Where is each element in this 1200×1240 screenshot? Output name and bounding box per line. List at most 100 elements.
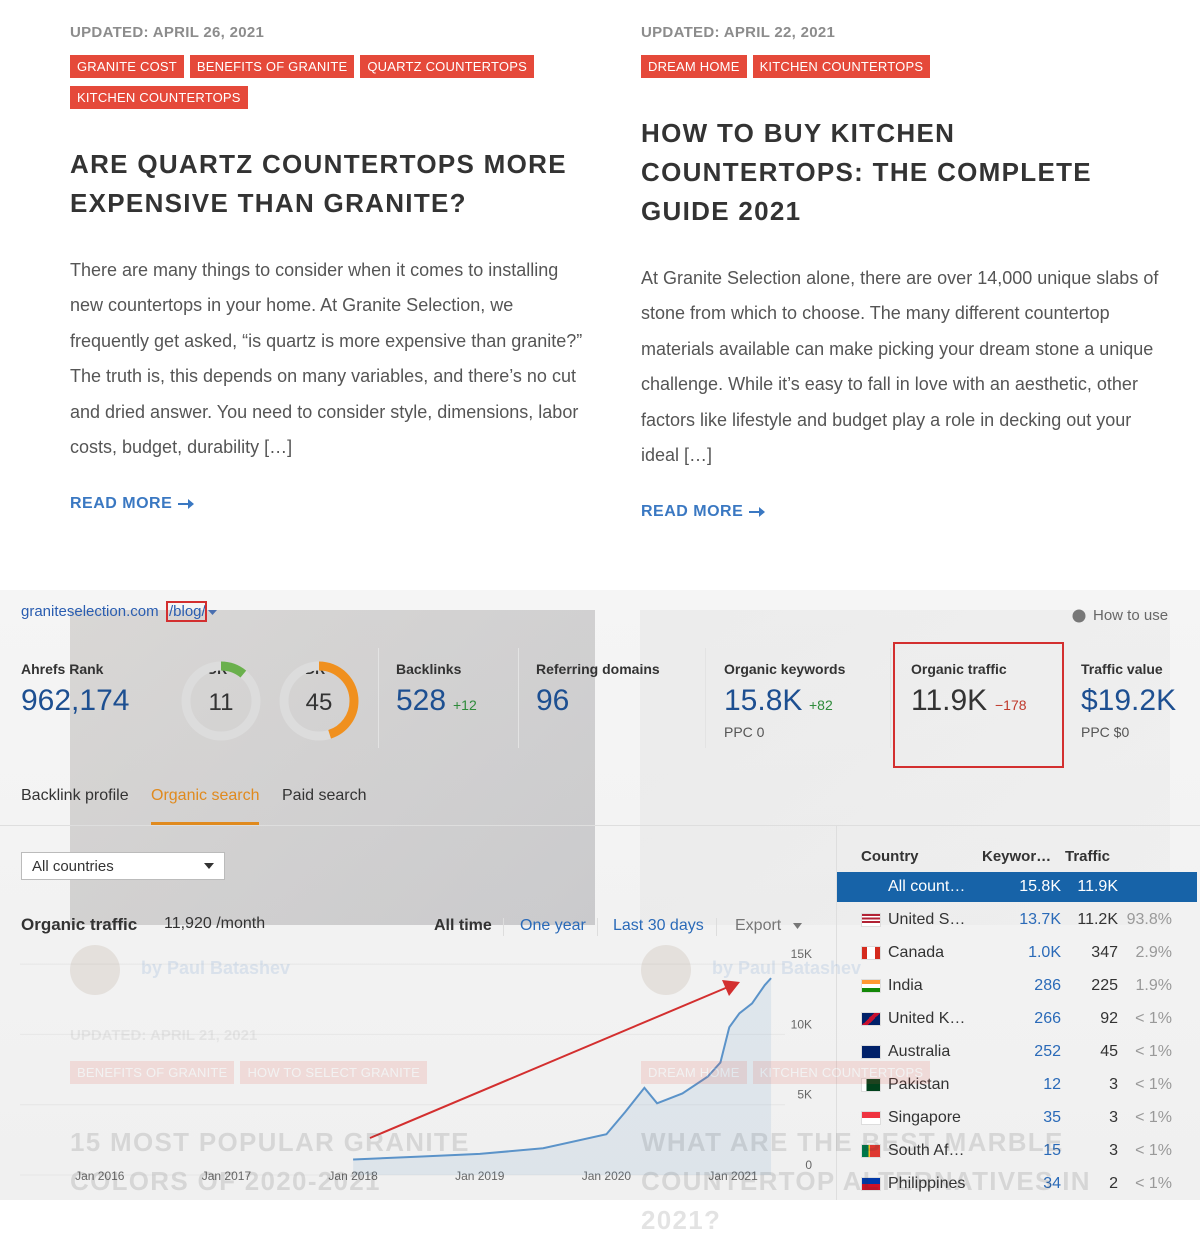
country-name: Philippines bbox=[888, 1175, 966, 1192]
post-card: UPDATED: APRIL 26, 2021 GRANITE COST BENEF… bbox=[70, 24, 605, 513]
country-row[interactable]: Canada 1.0K 347 2.9% bbox=[837, 938, 1197, 968]
country-row[interactable]: India 286 225 1.9% bbox=[837, 971, 1197, 1001]
how-to-use[interactable]: How to use bbox=[1072, 607, 1168, 624]
x-tick-label: Jan 2017 bbox=[202, 1169, 252, 1183]
metric-value: $19.2K bbox=[1081, 684, 1177, 717]
range-separator bbox=[597, 918, 598, 936]
gauge-arc bbox=[279, 661, 359, 741]
country-row[interactable]: South Af… 15 3 < 1% bbox=[837, 1136, 1197, 1166]
country-row[interactable]: Philippines 34 2 < 1% bbox=[837, 1169, 1197, 1199]
country-flag bbox=[861, 913, 881, 927]
url-path: /blog/ bbox=[169, 603, 206, 620]
tab[interactable]: Backlink profile bbox=[21, 787, 129, 804]
read-more-link[interactable]: READ MORE bbox=[70, 495, 605, 513]
country-row[interactable]: All count… 15.8K 11.9K bbox=[837, 872, 1197, 902]
x-tick-label: Jan 2021 bbox=[708, 1169, 758, 1183]
metric-value: 96 bbox=[536, 684, 570, 717]
country-traffic: 92 bbox=[1100, 1010, 1118, 1027]
x-tick-label: Jan 2016 bbox=[75, 1169, 125, 1183]
country-row[interactable]: Pakistan 12 3 < 1% bbox=[837, 1070, 1197, 1100]
country-traffic: 225 bbox=[1091, 977, 1118, 994]
country-flag bbox=[861, 1111, 881, 1125]
post-tag[interactable]: KITCHEN COUNTERTOPS bbox=[70, 86, 248, 109]
highlight-box bbox=[166, 601, 207, 622]
metric-value: 15.8K bbox=[724, 684, 803, 717]
country-traffic: 11.9K bbox=[1077, 878, 1118, 895]
post-tag[interactable]: DREAM HOME bbox=[641, 55, 747, 78]
metric-separator bbox=[705, 648, 706, 748]
metric-label: Traffic value bbox=[1081, 661, 1163, 677]
post-tags: GRANITE COST BENEFITS OF GRANITE QUARTZ CO… bbox=[70, 55, 540, 117]
range-button[interactable]: One year bbox=[520, 917, 586, 934]
country-share: 1.9% bbox=[1135, 977, 1172, 994]
country-traffic: 3 bbox=[1109, 1142, 1118, 1159]
country-keywords: 252 bbox=[1034, 1043, 1061, 1060]
country-flag bbox=[861, 1177, 881, 1191]
country-traffic: 3 bbox=[1109, 1076, 1118, 1093]
country-keywords: 15 bbox=[1043, 1142, 1061, 1159]
url-domain: graniteselection.com bbox=[21, 603, 159, 620]
metric-separator bbox=[890, 648, 891, 748]
country-row[interactable]: United S… 13.7K 11.2K 93.8% bbox=[837, 905, 1197, 935]
country-traffic: 11.2K bbox=[1077, 911, 1118, 928]
country-dropdown[interactable]: All countries bbox=[21, 852, 225, 880]
country-flag bbox=[861, 1045, 881, 1059]
post-tag[interactable]: QUARTZ COUNTERTOPS bbox=[360, 55, 534, 78]
metric-sub: PPC 0 bbox=[724, 724, 765, 740]
tab[interactable]: Paid search bbox=[282, 787, 367, 804]
country-keywords: 34 bbox=[1043, 1175, 1061, 1192]
country-traffic: 45 bbox=[1100, 1043, 1118, 1060]
x-tick-label: Jan 2019 bbox=[455, 1169, 505, 1183]
metric-label: Organic keywords bbox=[724, 661, 846, 677]
post-card: UPDATED: APRIL 22, 2021 DREAM HOME KITCHEN… bbox=[641, 24, 1176, 521]
gauge: 11 bbox=[181, 661, 261, 741]
tab-underline bbox=[151, 822, 259, 825]
y-tick-label: 10K bbox=[791, 1017, 812, 1031]
country-flag bbox=[861, 946, 881, 960]
read-more-link[interactable]: READ MORE bbox=[641, 503, 1176, 521]
country-share: < 1% bbox=[1135, 1010, 1172, 1027]
range-separator bbox=[716, 918, 717, 936]
country-flag bbox=[861, 979, 881, 993]
country-name: Australia bbox=[888, 1043, 951, 1060]
arrow-shape bbox=[178, 499, 195, 510]
caret-shape bbox=[204, 863, 214, 869]
country-row[interactable]: Australia 252 45 < 1% bbox=[837, 1037, 1197, 1067]
help-icon bbox=[1072, 609, 1086, 622]
how-to-use-text: How to use bbox=[1093, 607, 1169, 624]
country-flag bbox=[861, 1144, 881, 1158]
post-excerpt: At Granite Selection alone, there are ov… bbox=[641, 268, 1159, 466]
export-button[interactable]: Export bbox=[735, 917, 782, 934]
dropdown-text: All countries bbox=[32, 857, 114, 875]
country-keywords: 1.0K bbox=[1028, 944, 1061, 961]
country-share: 2.9% bbox=[1135, 944, 1172, 961]
country-row[interactable]: United K… 266 92 < 1% bbox=[837, 1004, 1197, 1034]
post-tag[interactable]: KITCHEN COUNTERTOPS bbox=[752, 55, 931, 78]
country-traffic: 2 bbox=[1109, 1175, 1118, 1192]
post-tag[interactable]: BENEFITS OF GRANITE bbox=[189, 55, 355, 78]
tab[interactable]: Organic search bbox=[151, 787, 260, 804]
country-name: Singapore bbox=[888, 1109, 961, 1126]
metric-change: +82 bbox=[809, 697, 833, 713]
traffic-chart: 0 5K 10K 15K Jan 2016 Jan 2017 Jan 2018 Jan 201… bbox=[20, 947, 812, 1183]
range-button[interactable]: All time bbox=[434, 917, 492, 934]
table-header: Keywor… bbox=[982, 848, 1052, 865]
y-tick-label: 15K bbox=[791, 947, 812, 961]
metric-separator bbox=[378, 648, 379, 748]
country-name: South Af… bbox=[888, 1142, 965, 1159]
metric-sub: PPC $0 bbox=[1081, 724, 1130, 740]
caret-shape bbox=[208, 610, 217, 615]
metric-separator bbox=[518, 648, 519, 748]
metric-label: Backlinks bbox=[396, 661, 462, 677]
x-tick-label: Jan 2020 bbox=[582, 1169, 632, 1183]
post-tag[interactable]: GRANITE COST bbox=[70, 55, 184, 78]
post-tags: DREAM HOME KITCHEN COUNTERTOPS bbox=[641, 55, 1111, 86]
country-keywords: 286 bbox=[1034, 977, 1061, 994]
divider bbox=[0, 825, 1200, 826]
country-row[interactable]: Singapore 35 3 < 1% bbox=[837, 1103, 1197, 1133]
post-title: ARE QUARTZ COUNTERTOPS MORE EXPENSIVE TH… bbox=[70, 149, 567, 218]
metric-value: 11.9K bbox=[911, 684, 988, 717]
range-button[interactable]: Last 30 days bbox=[613, 917, 704, 934]
export-caret bbox=[793, 923, 802, 929]
annotation-arrowhead bbox=[722, 980, 740, 996]
